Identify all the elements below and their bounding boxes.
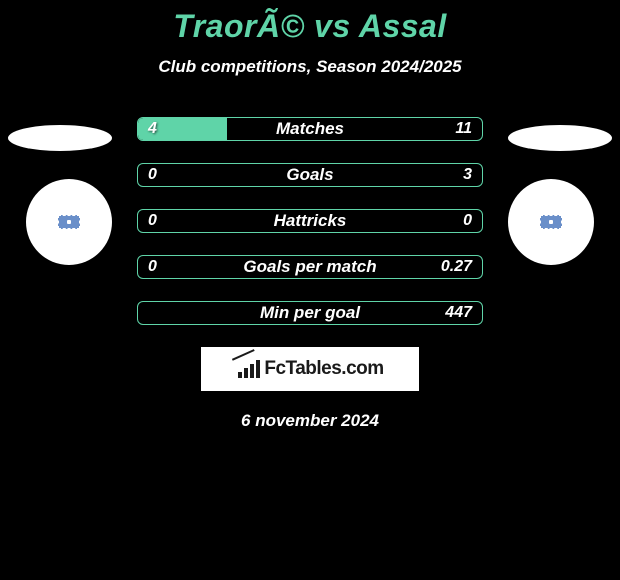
stat-value-right: 0.27 bbox=[441, 256, 472, 278]
brand-name: FcTables.com bbox=[264, 358, 383, 380]
stat-label: Goals per match bbox=[138, 256, 482, 278]
comparison-card: TraorÃ© vs Assal Club competitions, Seas… bbox=[0, 0, 620, 431]
placeholder-icon bbox=[58, 215, 80, 229]
player-left-ellipse bbox=[8, 125, 112, 151]
stat-row: 0 Hattricks 0 bbox=[137, 209, 483, 233]
stat-bars: 4 Matches 11 0 Goals 3 0 Hattricks 0 bbox=[137, 117, 483, 325]
placeholder-icon bbox=[540, 215, 562, 229]
stat-label: Goals bbox=[138, 164, 482, 186]
stat-row: Min per goal 447 bbox=[137, 301, 483, 325]
page-title: TraorÃ© vs Assal bbox=[0, 8, 620, 45]
stat-row: 0 Goals 3 bbox=[137, 163, 483, 187]
player-right-ellipse bbox=[508, 125, 612, 151]
player-right-avatar bbox=[508, 179, 594, 265]
page-subtitle: Club competitions, Season 2024/2025 bbox=[0, 57, 620, 77]
stat-value-right: 447 bbox=[445, 302, 472, 324]
stat-label: Hattricks bbox=[138, 210, 482, 232]
stat-label: Min per goal bbox=[138, 302, 482, 324]
stat-label: Matches bbox=[138, 118, 482, 140]
stat-row: 0 Goals per match 0.27 bbox=[137, 255, 483, 279]
stat-value-right: 3 bbox=[463, 164, 472, 186]
brand-badge: FcTables.com bbox=[201, 347, 419, 391]
stats-area: 4 Matches 11 0 Goals 3 0 Hattricks 0 bbox=[0, 117, 620, 431]
player-left-avatar bbox=[26, 179, 112, 265]
brand-chart-icon bbox=[236, 358, 262, 380]
stat-value-right: 11 bbox=[455, 118, 472, 140]
stat-value-right: 0 bbox=[463, 210, 472, 232]
date-label: 6 november 2024 bbox=[0, 411, 620, 431]
stat-row: 4 Matches 11 bbox=[137, 117, 483, 141]
